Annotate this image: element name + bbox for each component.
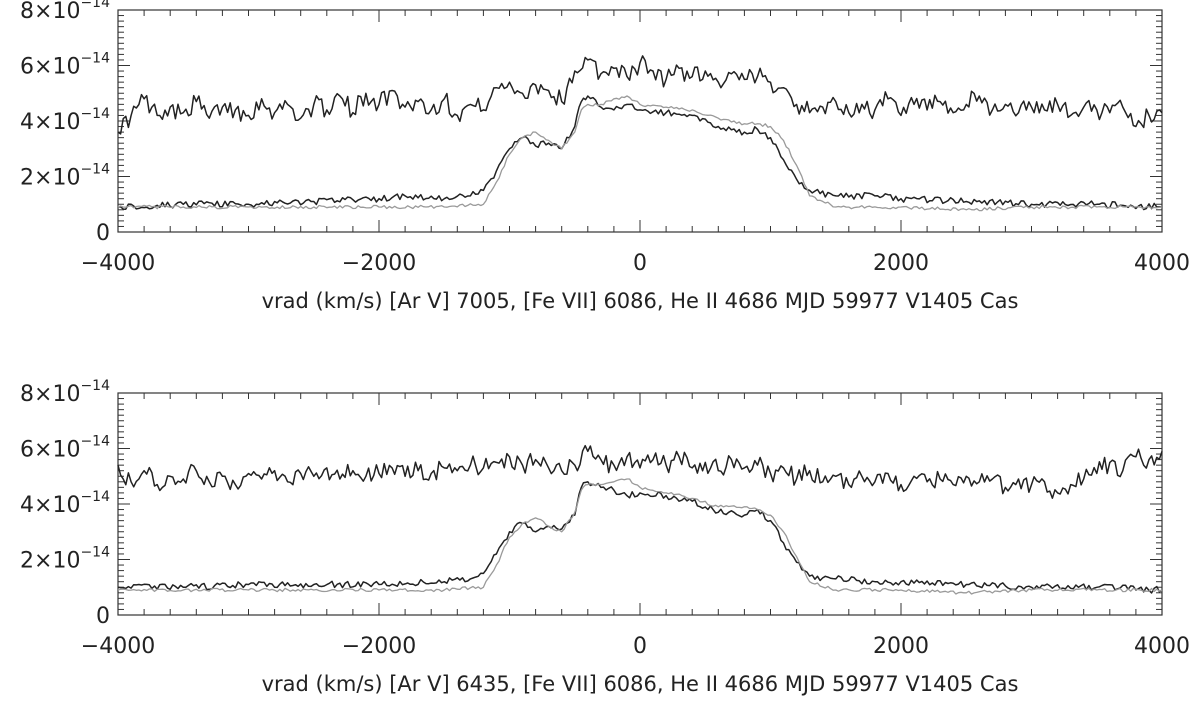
y-tick-label: 4×10−14 bbox=[20, 489, 110, 518]
y-tick-label: 8×10−14 bbox=[20, 378, 110, 407]
y-tick-label: 2×10−14 bbox=[20, 545, 110, 574]
y-tick-base: 6×10 bbox=[20, 438, 80, 463]
y-tick-exponent: −14 bbox=[80, 434, 110, 450]
y-tick-base: 2×10 bbox=[20, 549, 80, 574]
spectrum-series-3 bbox=[117, 478, 1163, 595]
panel-1: −4000 −2000 0 2000 400002×10−144×10−146×10−1… bbox=[20, 0, 1190, 313]
x-tick-label: −4000 bbox=[81, 251, 155, 276]
y-tick-label: 0 bbox=[96, 604, 110, 629]
y-tick-label: 0 bbox=[96, 221, 110, 246]
y-tick-base: 8×10 bbox=[20, 0, 80, 24]
x-tick-label: 4000 bbox=[1134, 251, 1190, 276]
y-tick-exponent: −14 bbox=[80, 378, 110, 394]
y-tick-base: 4×10 bbox=[20, 110, 80, 135]
y-tick-label: 2×10−14 bbox=[20, 162, 110, 191]
y-tick-label: 6×10−14 bbox=[20, 51, 110, 80]
spectrum-series-2 bbox=[117, 95, 1163, 211]
spectrum-series-1 bbox=[117, 55, 1163, 135]
y-tick-base: 6×10 bbox=[20, 55, 80, 80]
x-tick-label: 2000 bbox=[873, 251, 929, 276]
x-tick-label: −2000 bbox=[342, 634, 416, 659]
y-tick-exponent: −14 bbox=[80, 545, 110, 561]
x-tick-label: 4000 bbox=[1134, 634, 1190, 659]
y-tick-exponent: −14 bbox=[80, 106, 110, 122]
y-tick-label: 6×10−14 bbox=[20, 434, 110, 463]
y-tick-label: 4×10−14 bbox=[20, 106, 110, 135]
panel-2: −4000 −2000 0 2000 400002×10−144×10−146×10−1… bbox=[20, 378, 1190, 696]
y-tick-base: 8×10 bbox=[20, 382, 80, 407]
y-tick-exponent: −14 bbox=[80, 162, 110, 178]
x-axis-label: vrad (km/s) [Ar V] 7005, [Fe VII] 6086, … bbox=[262, 289, 1019, 313]
x-tick-label: −4000 bbox=[81, 634, 155, 659]
spectrum-series-3 bbox=[117, 95, 1163, 212]
y-tick-exponent: −14 bbox=[80, 489, 110, 505]
x-tick-label: 0 bbox=[633, 251, 647, 276]
spectrum-series-1 bbox=[117, 444, 1163, 499]
y-tick-label: 8×10−14 bbox=[20, 0, 110, 24]
spectrum-series-2 bbox=[117, 481, 1163, 594]
x-tick-label: 2000 bbox=[873, 634, 929, 659]
plot-frame bbox=[117, 9, 1163, 233]
plot-frame bbox=[117, 392, 1163, 616]
x-axis-label: vrad (km/s) [Ar V] 6435, [Fe VII] 6086, … bbox=[262, 672, 1019, 696]
y-tick-base: 0 bbox=[96, 604, 110, 629]
y-tick-base: 0 bbox=[96, 221, 110, 246]
x-tick-label: 0 bbox=[633, 634, 647, 659]
x-tick-label: −2000 bbox=[342, 251, 416, 276]
y-tick-exponent: −14 bbox=[80, 0, 110, 11]
y-tick-base: 4×10 bbox=[20, 493, 80, 518]
y-tick-base: 2×10 bbox=[20, 166, 80, 191]
y-tick-exponent: −14 bbox=[80, 51, 110, 67]
